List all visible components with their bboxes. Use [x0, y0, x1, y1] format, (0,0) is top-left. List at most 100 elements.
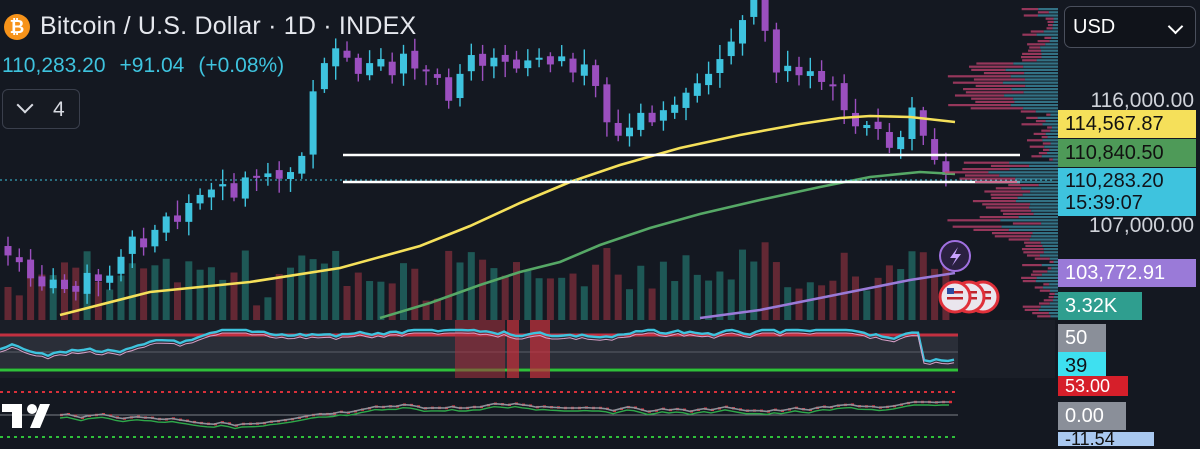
volume-profile-bar [1051, 36, 1058, 39]
volume-profile-bar [1053, 296, 1058, 299]
volume-profile-bar [1010, 75, 1058, 78]
volume-profile-bar [1041, 56, 1058, 59]
volume-bar [885, 265, 893, 320]
volume-profile-bar [1021, 187, 1058, 190]
candle-body [467, 55, 475, 72]
volume-profile-bar [1037, 14, 1058, 17]
volume-bar [287, 267, 294, 320]
volume-profile-bar [1051, 267, 1058, 270]
candle-body [320, 63, 328, 90]
currency-select[interactable]: USD [1064, 6, 1196, 48]
volume-profile-bar [1014, 100, 1058, 103]
candle-body [185, 202, 193, 222]
volume-bar [863, 290, 871, 320]
volume-profile-bar [1029, 46, 1041, 49]
volume-profile-bar [1045, 17, 1054, 20]
volume-profile-bar [963, 161, 1010, 164]
volume-profile-bar [1037, 11, 1049, 14]
overbought-zone [455, 320, 505, 378]
volume-bar [592, 264, 600, 320]
volume-profile-bar [1040, 305, 1058, 308]
volume-profile-bar [1038, 152, 1048, 155]
indicators-count: 4 [53, 98, 65, 121]
volume-profile-bar [1049, 257, 1058, 260]
candle-body [49, 279, 57, 289]
candle-body [241, 177, 249, 199]
volume-profile-bar [1047, 24, 1053, 27]
volume-profile-bar [1011, 88, 1058, 91]
volume-bar [400, 263, 407, 320]
volume-profile-bar [1008, 184, 1039, 187]
lightning-icon [950, 247, 961, 266]
volume-profile-bar [1049, 148, 1058, 151]
volume-bar [524, 270, 532, 320]
volume-profile-bar [1022, 305, 1041, 308]
ma-fast-badge: 114,567.87 [1058, 110, 1196, 138]
volume-profile-bar [1050, 315, 1058, 318]
volume-profile-bar [1035, 280, 1058, 283]
candle-body [648, 112, 656, 123]
volume-profile-bar [1021, 8, 1039, 11]
indicators-toggle-button[interactable]: 4 [2, 89, 80, 129]
volume-profile-bar [1023, 65, 1058, 68]
candle-body [592, 65, 600, 86]
volume-profile-bar [964, 174, 1000, 177]
volume-profile-bar [1010, 104, 1058, 107]
volume-profile-bar [975, 84, 1026, 87]
currency-label: USD [1073, 16, 1116, 38]
volume-bar [727, 279, 735, 320]
volume-bar [219, 279, 227, 320]
volume-profile-bar [944, 171, 989, 174]
volume-profile-bar [1049, 260, 1054, 263]
volume-profile-bar [963, 88, 1012, 91]
volume-profile-bar [965, 91, 1024, 94]
volume-profile-bar [991, 196, 1018, 199]
volume-bar [377, 281, 385, 320]
volume-profile-bar [952, 81, 1003, 84]
candle-body [513, 59, 520, 69]
candle-body [852, 112, 859, 127]
candle-body [400, 53, 407, 74]
volume-profile-bar [1053, 260, 1058, 263]
volume-profile-bar [1054, 292, 1058, 295]
volume-profile-bar [947, 75, 1011, 78]
candle-body [908, 107, 916, 139]
volume-profile-bar [1008, 238, 1030, 241]
volume-profile-bar [1040, 46, 1058, 49]
volume-profile-bar [1023, 107, 1058, 110]
volume-profile-bar [1053, 17, 1058, 20]
volume-profile-bar [1037, 40, 1050, 43]
volume-profile-bar [1047, 126, 1052, 129]
volume-profile-bar [1038, 302, 1050, 305]
volume-profile-bar [1021, 248, 1044, 251]
volume-profile-bar [979, 216, 1019, 219]
volume-profile-bar [1029, 145, 1045, 148]
volume-profile-bar [1029, 238, 1058, 241]
volume-profile-bar [1030, 30, 1044, 33]
volume-profile-bar [1031, 209, 1058, 212]
volume-profile-bar [1051, 126, 1058, 129]
macd-histogram-line [59, 404, 949, 430]
volume-profile-bar [983, 72, 1025, 75]
candle-body [445, 77, 453, 101]
volume-bar [558, 277, 566, 320]
volume-profile-bar [1034, 257, 1050, 260]
volume-profile-bar [1052, 299, 1058, 302]
volume-bar [253, 305, 261, 320]
volume-bar [128, 263, 136, 320]
volume-profile-bar [1043, 299, 1053, 302]
candle-body [806, 71, 814, 76]
candle-body [784, 65, 792, 72]
candle-body [411, 50, 419, 69]
volume-bar [693, 274, 701, 320]
volume-profile-bar [1008, 228, 1058, 231]
volume-profile-bar [1049, 302, 1058, 305]
volume-profile-bar [1041, 264, 1058, 267]
volume-profile-bar [988, 171, 1058, 174]
candle-body [614, 122, 622, 136]
volume-bar [411, 268, 419, 320]
volume-profile-bar [1018, 216, 1058, 219]
volume-profile-bar [1023, 91, 1058, 94]
volume-profile-bar [1036, 59, 1058, 62]
